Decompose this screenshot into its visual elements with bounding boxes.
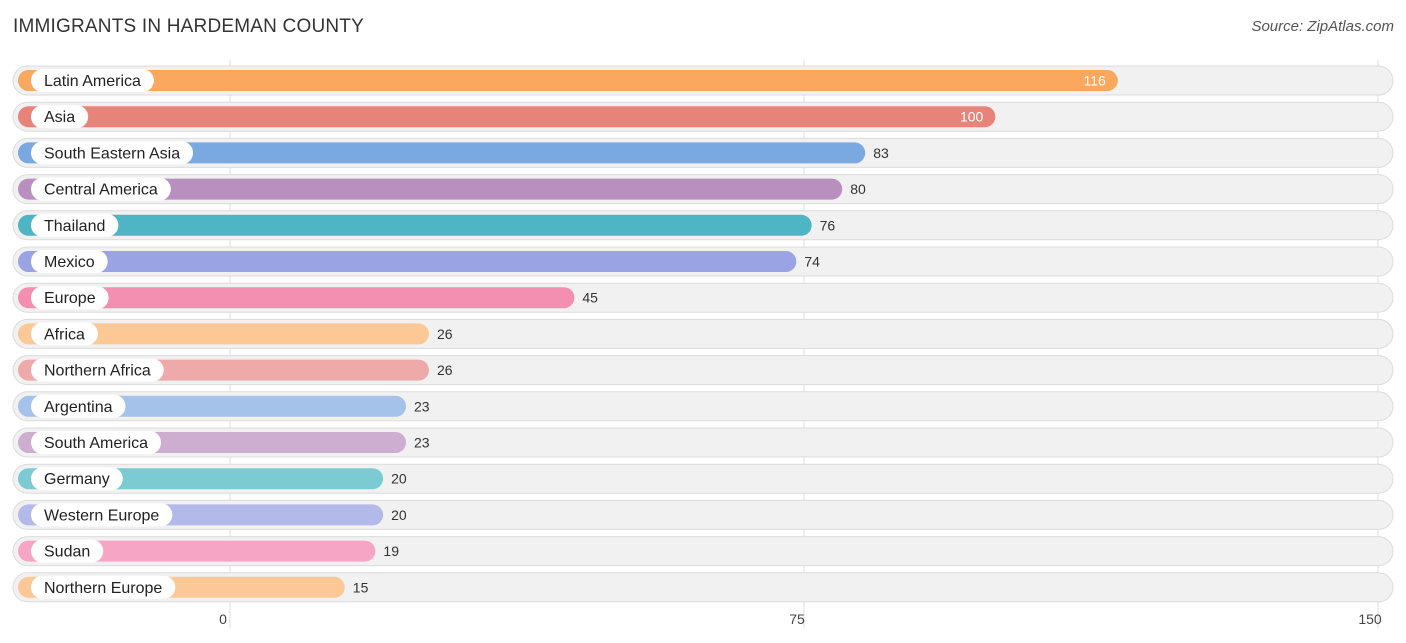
value-label: 23: [414, 435, 430, 451]
value-label: 15: [353, 579, 369, 595]
x-tick-label: 75: [789, 611, 805, 627]
category-label: Western Europe: [44, 507, 159, 524]
category-label-pill: [31, 431, 162, 454]
bar-rows: Latin America 116 Asia 100 South Eastern Asi…: [12, 65, 1394, 603]
x-axis: 0 75 150: [219, 611, 1382, 627]
bar: [18, 540, 376, 562]
chart-title: IMMIGRANTS IN HARDEMAN COUNTY: [13, 16, 364, 37]
category-label-pill: [31, 141, 194, 165]
category-label: Europe: [44, 290, 96, 307]
value-label: 19: [383, 543, 399, 559]
value-label: 100: [960, 109, 984, 125]
category-label-pill: [31, 503, 173, 527]
bar-row: South America 23: [12, 427, 1394, 458]
value-label: 116: [1083, 73, 1106, 89]
category-label: Northern Europe: [44, 580, 162, 597]
category-label: South Eastern Asia: [44, 145, 180, 162]
category-label: Latin America: [44, 73, 141, 90]
bar-row: Mexico 74: [12, 246, 1394, 277]
bar-row: Western Europe 20: [12, 499, 1394, 530]
category-label-pill: [31, 105, 89, 129]
category-label-pill: [31, 539, 104, 563]
value-label: 20: [391, 507, 407, 523]
category-label-pill: [31, 358, 164, 382]
bar-row: Northern Europe 15: [12, 572, 1394, 603]
value-label: 76: [820, 217, 836, 233]
source-attribution: Source: ZipAtlas.com: [1251, 18, 1394, 35]
category-label: Asia: [44, 109, 75, 126]
bar-row: Europe 45: [12, 282, 1394, 313]
x-tick-label: 0: [219, 611, 227, 627]
category-label: Central America: [44, 182, 158, 199]
category-label: Northern Africa: [44, 363, 151, 380]
category-label-pill: [31, 467, 123, 491]
bar-row: Germany 20: [12, 463, 1394, 494]
category-label-pill: [31, 250, 108, 273]
bar-row: Asia 100: [12, 101, 1394, 132]
bar: [18, 214, 812, 236]
bar-track: [12, 572, 1394, 603]
category-label: South America: [44, 435, 148, 452]
bar-row: Argentina 23: [12, 391, 1394, 422]
bar-row: Thailand 76: [12, 210, 1394, 241]
bar: [18, 70, 1118, 91]
value-label: 23: [414, 398, 430, 414]
bar: [18, 106, 996, 128]
value-label: 20: [391, 471, 407, 487]
bar: [18, 323, 429, 345]
category-label: Thailand: [44, 218, 105, 235]
category-label-pill: [31, 575, 176, 599]
category-label-pill: [31, 69, 154, 92]
value-label: 45: [582, 290, 598, 306]
category-label-pill: [31, 394, 126, 418]
bar-row: Central America 80: [12, 174, 1394, 205]
value-label: 80: [850, 181, 866, 197]
bar-row: Africa 26: [12, 318, 1394, 349]
category-label: Africa: [44, 326, 85, 343]
category-label: Sudan: [44, 544, 90, 561]
category-label-pill: [31, 286, 109, 310]
bar: [18, 251, 797, 272]
bar: [18, 287, 575, 309]
category-label: Mexico: [44, 254, 95, 271]
bar-row: Sudan 19: [12, 536, 1394, 567]
category-label: Germany: [44, 471, 110, 488]
category-label: Argentina: [44, 399, 113, 416]
value-label: 74: [804, 254, 820, 270]
bar: [18, 142, 866, 164]
x-tick-label: 150: [1358, 611, 1382, 627]
value-label: 26: [437, 326, 453, 342]
bar-row: South Eastern Asia 83: [12, 137, 1394, 168]
bar-row: Northern Africa 26: [12, 355, 1394, 386]
bar: [18, 178, 843, 200]
bar-row: Latin America 116: [12, 65, 1394, 96]
category-label-pill: [31, 322, 98, 346]
value-label: 26: [437, 362, 453, 378]
value-label: 83: [873, 145, 889, 161]
category-label-pill: [31, 213, 119, 237]
category-label-pill: [31, 177, 171, 201]
